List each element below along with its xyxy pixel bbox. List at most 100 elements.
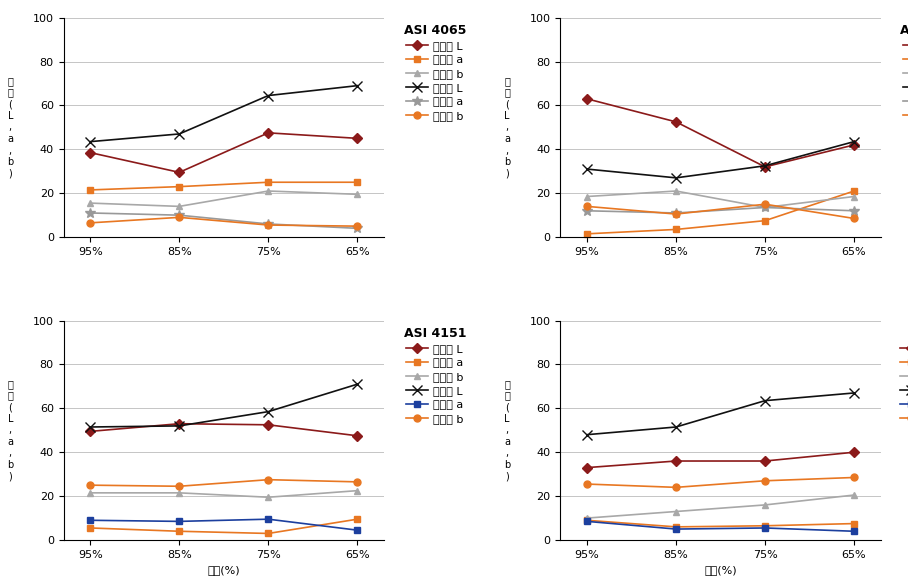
Line: 대색깔 b: 대색깔 b <box>584 491 857 522</box>
대색깔 L <box>760 457 771 464</box>
대색깔 a <box>84 524 95 531</box>
대색깔 L <box>671 457 682 464</box>
Y-axis label: 색
깔
(
L
,
a
,
b
): 색 깔 ( L , a , b ) <box>7 379 14 482</box>
갓색깔 a <box>173 518 184 525</box>
Y-axis label: 색
깔
(
L
,
a
,
b
): 색 깔 ( L , a , b ) <box>504 76 510 179</box>
갓색깔 a <box>849 207 860 214</box>
갓색깔 b <box>352 478 363 485</box>
Legend: 대색깔 L, 대색깔 a, 대색깔 b, 갓색깔 L, 갓색깔 a, 갓색깔 b: 대색깔 L, 대색깔 a, 대색깔 b, 갓색깔 L, 갓색깔 a, 갓색깔 b <box>402 23 467 122</box>
X-axis label: 습도(%): 습도(%) <box>705 565 736 575</box>
갓색깔 b <box>671 211 682 218</box>
대색깔 L <box>671 119 682 126</box>
Line: 대색깔 L: 대색깔 L <box>584 95 857 170</box>
갓색깔 b <box>173 214 184 221</box>
대색깔 b <box>84 200 95 207</box>
대색깔 a <box>671 524 682 531</box>
대색깔 a <box>352 178 363 185</box>
대색깔 a <box>84 187 95 194</box>
Line: 갓색깔 L: 갓색깔 L <box>582 137 859 183</box>
Line: 갓색깔 L: 갓색깔 L <box>85 81 362 147</box>
Line: 대색깔 L: 대색깔 L <box>584 449 857 471</box>
Line: 갓색깔 a: 갓색깔 a <box>85 208 362 233</box>
갓색깔 a <box>173 212 184 219</box>
갓색깔 b <box>849 215 860 222</box>
갓색깔 L <box>760 397 771 404</box>
대색깔 a <box>760 217 771 224</box>
대색깔 L <box>352 432 363 439</box>
대색깔 L <box>173 420 184 427</box>
갓색깔 a <box>760 204 771 211</box>
대색깔 b <box>849 193 860 200</box>
대색깔 a <box>581 517 592 524</box>
갓색깔 L <box>173 423 184 430</box>
갓색깔 b <box>262 221 273 228</box>
갓색깔 L <box>581 431 592 438</box>
대색깔 a <box>760 522 771 529</box>
대색깔 b <box>173 203 184 210</box>
갓색깔 a <box>671 210 682 217</box>
Y-axis label: 색
깔
(
L
,
a
,
b
): 색 깔 ( L , a , b ) <box>504 379 510 482</box>
Line: 대색깔 L: 대색깔 L <box>87 129 360 176</box>
갓색깔 L <box>84 423 95 430</box>
갓색깔 a <box>262 221 273 228</box>
Line: 갓색깔 b: 갓색깔 b <box>87 476 360 490</box>
대색깔 a <box>849 520 860 527</box>
대색깔 a <box>262 178 273 185</box>
대색깔 L <box>849 448 860 456</box>
갓색깔 L <box>173 130 184 137</box>
대색깔 L <box>760 163 771 170</box>
갓색깔 L <box>671 423 682 430</box>
갓색깔 L <box>352 82 363 89</box>
X-axis label: 습도(%): 습도(%) <box>208 565 240 575</box>
대색깔 L <box>581 95 592 102</box>
대색깔 L <box>84 428 95 435</box>
Line: 대색깔 a: 대색깔 a <box>584 517 857 530</box>
갓색깔 b <box>352 222 363 230</box>
대색깔 L <box>84 149 95 156</box>
갓색깔 a <box>352 225 363 232</box>
갓색깔 b <box>581 203 592 210</box>
대색깔 L <box>581 464 592 471</box>
갓색깔 b <box>849 474 860 481</box>
대색깔 b <box>760 501 771 508</box>
갓색깔 L <box>760 162 771 169</box>
대색깔 a <box>849 187 860 194</box>
갓색깔 a <box>581 518 592 525</box>
대색깔 a <box>173 183 184 190</box>
대색깔 b <box>262 494 273 501</box>
갓색깔 L <box>262 408 273 415</box>
갓색깔 b <box>84 482 95 489</box>
대색깔 b <box>173 490 184 497</box>
갓색깔 a <box>760 524 771 531</box>
Line: 대색깔 L: 대색깔 L <box>87 420 360 439</box>
갓색깔 L <box>352 380 363 387</box>
갓색깔 b <box>671 484 682 491</box>
Legend: 대색깔 L, 대색깔 a, 대색깔 b, 갓색깔 L, 갓색깔 a, 갓색깔 b: 대색깔 L, 대색깔 a, 대색깔 b, 갓색깔 L, 갓색깔 a, 갓색깔 b <box>402 326 467 424</box>
갓색깔 a <box>84 210 95 217</box>
대색깔 L <box>262 421 273 429</box>
대색깔 b <box>849 491 860 498</box>
대색깔 L <box>173 169 184 176</box>
대색깔 b <box>760 204 771 211</box>
대색깔 b <box>352 487 363 494</box>
갓색깔 b <box>262 476 273 483</box>
Legend: 대색깔 L, 대색깔 a, 대색깔 b, 갓색깔 L, 갓색깔 a, 갓색깔 b: 대색깔 L, 대색깔 a, 대색깔 b, 갓색깔 L, 갓색깔 a, 갓색깔 b <box>899 23 908 122</box>
대색깔 b <box>84 490 95 497</box>
갓색깔 a <box>849 528 860 535</box>
갓색깔 a <box>671 525 682 532</box>
대색깔 b <box>671 508 682 515</box>
Line: 갓색깔 a: 갓색깔 a <box>582 203 859 218</box>
갓색깔 b <box>760 201 771 208</box>
갓색깔 a <box>84 517 95 524</box>
대색깔 b <box>581 193 592 200</box>
갓색깔 b <box>760 477 771 484</box>
갓색깔 b <box>84 220 95 227</box>
대색깔 L <box>849 141 860 149</box>
Line: 대색깔 b: 대색깔 b <box>87 188 360 210</box>
갓색깔 L <box>581 166 592 173</box>
갓색깔 b <box>581 481 592 488</box>
갓색깔 b <box>173 483 184 490</box>
Line: 대색깔 a: 대색깔 a <box>87 179 360 193</box>
대색깔 b <box>262 187 273 194</box>
갓색깔 L <box>849 138 860 145</box>
